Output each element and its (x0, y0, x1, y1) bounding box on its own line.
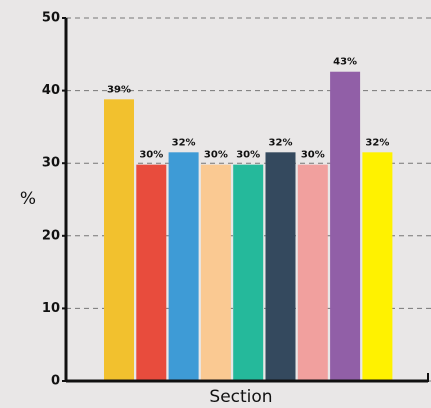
x-axis-label: Section (209, 387, 272, 407)
bar (297, 164, 328, 381)
value-label: 32% (269, 137, 293, 148)
value-label: 30% (236, 150, 260, 161)
y-tick-label: 40 (42, 83, 60, 98)
value-label: 32% (365, 137, 389, 148)
y-tick-label: 20 (42, 228, 60, 243)
y-tick-label: 0 (51, 374, 60, 389)
bar (104, 99, 134, 381)
value-label: 30% (204, 150, 228, 161)
y-tick-label: 50 (42, 11, 60, 26)
value-label: 39% (107, 84, 131, 95)
y-tick-label: 30 (42, 156, 60, 171)
value-label: 43% (333, 57, 357, 68)
bar (168, 152, 199, 381)
bar (330, 71, 361, 381)
bar (233, 164, 264, 381)
y-tick-label: 10 (42, 301, 60, 316)
value-label: 30% (139, 150, 163, 161)
bar (200, 164, 231, 381)
value-label: 30% (301, 150, 325, 161)
value-label: 32% (172, 137, 196, 148)
bar (136, 164, 167, 381)
bar (362, 152, 393, 381)
y-axis-label: % (20, 189, 36, 209)
bar (265, 152, 296, 381)
